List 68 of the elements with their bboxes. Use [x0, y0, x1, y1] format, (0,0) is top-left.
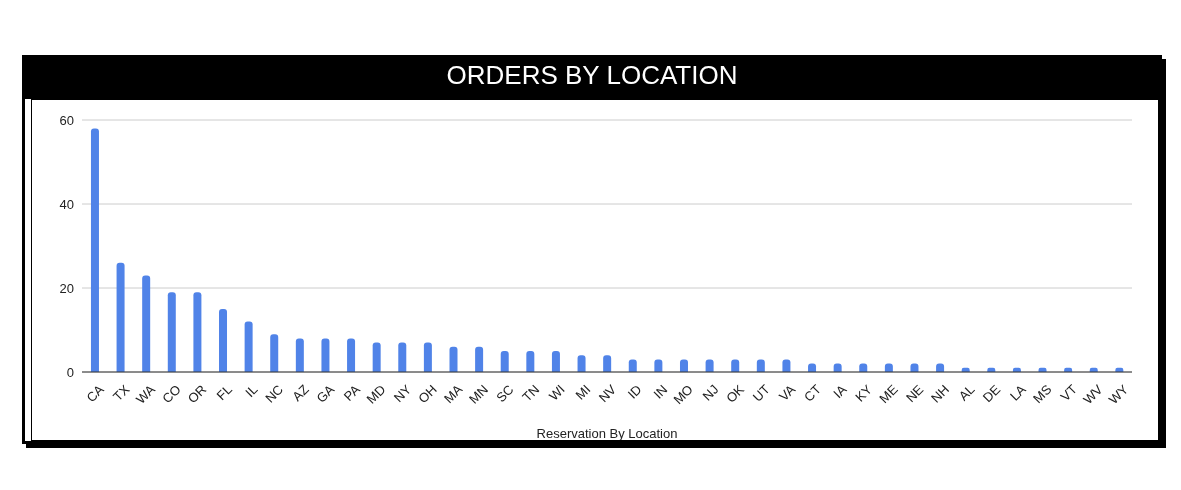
x-tick-label: MD: [363, 381, 389, 407]
bar: [449, 346, 458, 372]
x-tick-label: WA: [132, 381, 159, 407]
y-tick-label: 20: [59, 280, 74, 296]
x-tick-label: OH: [415, 381, 440, 407]
x-tick-label: IA: [830, 381, 850, 402]
x-tick-label: NJ: [699, 381, 722, 404]
x-tick-label: UT: [749, 381, 773, 405]
x-tick-label: ID: [624, 381, 645, 402]
bar: [167, 292, 176, 372]
x-tick-label: WV: [1080, 381, 1106, 408]
bar: [193, 292, 202, 372]
bar: [142, 275, 151, 372]
x-tick-label: NE: [902, 381, 927, 406]
x-axis-title: Reservation By Location: [536, 426, 678, 441]
x-tick-label: IN: [650, 381, 671, 402]
x-tick-label: MS: [1029, 381, 1055, 407]
x-tick-label: NC: [262, 381, 287, 406]
bar: [500, 351, 509, 372]
x-tick-label: TN: [519, 381, 543, 405]
bar: [219, 309, 228, 372]
x-tick-label: AL: [955, 381, 978, 404]
x-tick-label: NV: [595, 381, 620, 406]
y-tick-label: 40: [59, 196, 74, 212]
bar: [423, 342, 432, 372]
x-tick-label: IL: [242, 381, 261, 401]
y-tick-label: 0: [66, 364, 74, 380]
bar: [90, 128, 99, 372]
x-tick-label: TX: [110, 381, 133, 405]
bar: [372, 342, 381, 372]
x-tick-label: NY: [390, 381, 415, 406]
x-tick-label: OR: [184, 381, 210, 407]
x-tick-label: NH: [928, 381, 952, 406]
x-tick-label: OK: [723, 381, 748, 406]
x-tick-label: MA: [440, 381, 466, 407]
x-tick-label: CA: [83, 381, 108, 406]
bar: [270, 334, 279, 372]
bar: [551, 351, 560, 372]
chart-title: ORDERS BY LOCATION: [22, 55, 1162, 96]
x-tick-label: VA: [776, 381, 799, 404]
y-tick-label: 60: [59, 112, 74, 128]
x-tick-label: FL: [213, 381, 235, 404]
x-tick-label: MI: [572, 381, 594, 403]
x-tick-label: PA: [340, 381, 364, 404]
bar: [577, 355, 586, 372]
bar: [321, 338, 330, 372]
x-tick-label: ME: [876, 381, 901, 407]
x-tick-label: CT: [801, 381, 824, 405]
x-tick-label: VT: [1057, 381, 1081, 405]
x-tick-label: LA: [1006, 381, 1030, 404]
x-tick-label: MO: [670, 381, 696, 408]
bar: [295, 338, 304, 372]
x-tick-label: WY: [1105, 381, 1132, 408]
bar: [116, 262, 125, 372]
bar: [526, 351, 535, 372]
x-tick-label: GA: [313, 381, 338, 406]
x-tick-label: CO: [159, 381, 184, 407]
bar: [347, 338, 356, 372]
bar: [475, 346, 484, 372]
x-tick-label: WI: [545, 381, 568, 404]
bar: [244, 321, 253, 372]
x-tick-label: SC: [493, 381, 517, 406]
x-tick-label: AZ: [289, 381, 312, 405]
x-tick-label: KY: [852, 381, 876, 405]
x-tick-label: MN: [466, 381, 491, 407]
x-tick-label: DE: [979, 381, 1004, 406]
bar: [398, 342, 407, 372]
bar: [603, 355, 612, 372]
